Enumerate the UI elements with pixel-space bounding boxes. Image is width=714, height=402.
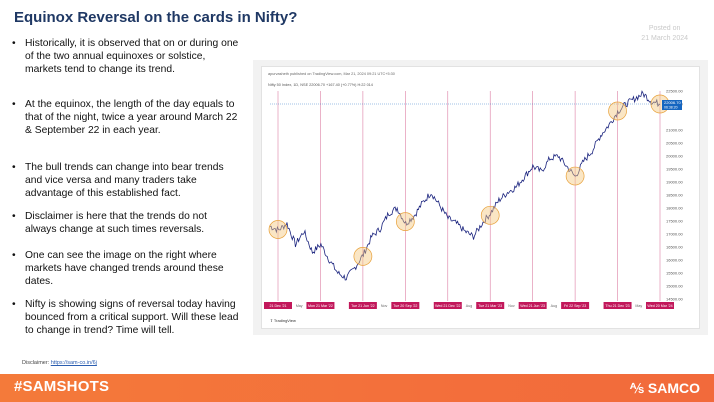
- brand-logo: ⅍ SAMCO: [630, 380, 700, 396]
- y-axis-tick-label: 14500.00: [666, 297, 683, 302]
- bullet-item: • Nifty is showing signs of reversal toda…: [12, 298, 240, 337]
- tradingview-logo-text: TradingView: [273, 318, 296, 323]
- bullet-item: • Historically, it is observed that on or…: [12, 37, 240, 76]
- nifty-chart: 22500.0022000.0021000.0020500.0020000.00…: [264, 89, 683, 309]
- y-axis-tick-label: 18500.00: [666, 193, 683, 198]
- bullet-text: The bull trends can change into bear tre…: [25, 162, 224, 199]
- y-axis-tick-label: 19500.00: [666, 167, 683, 172]
- date-marker-tag: [646, 302, 674, 309]
- tradingview-logo: 𝕋 TradingView: [270, 318, 296, 323]
- y-axis-tick-label: 22500.00: [666, 89, 683, 94]
- bullet-marker: •: [12, 299, 16, 310]
- date-marker-tag: [391, 302, 420, 309]
- date-marker-label: Tue 21 Jun '22: [351, 304, 375, 308]
- y-axis-tick-label: 21000.00: [666, 128, 683, 133]
- date-marker-tag: [348, 302, 377, 309]
- y-axis-tick-label: 19000.00: [666, 180, 683, 185]
- samco-mark-icon: ⅍: [629, 380, 644, 396]
- chart-header: apurvasheth published on TradingView.com…: [268, 72, 395, 76]
- date-marker-label: Wed 21 Dec '22: [435, 304, 460, 308]
- y-axis-tick-label: 15500.00: [666, 271, 683, 276]
- bullet-marker: •: [12, 99, 16, 110]
- y-axis-tick-label: 17000.00: [666, 232, 683, 237]
- reversal-circle: [565, 166, 585, 186]
- chart-panel: apurvasheth published on TradingView.com…: [253, 60, 708, 335]
- x-axis-month-label: Nov: [508, 304, 515, 308]
- reversal-circle: [268, 220, 288, 239]
- y-axis-tick-label: 18000.00: [666, 206, 683, 211]
- bullet-text: One can see the image on the right where…: [25, 250, 224, 287]
- bullet-text: Historically, it is observed that on or …: [25, 38, 239, 75]
- y-axis-tick-label: 16000.00: [666, 258, 683, 263]
- date-marker-label: Wed 20 Mar '24: [647, 304, 672, 308]
- last-price-tag: [662, 100, 682, 110]
- date-marker-label: Mon 21 Mar '22: [308, 304, 333, 308]
- bullet-text: At the equinox, the length of the day eq…: [25, 99, 238, 136]
- chart-symbol: Nifty 50 Index, 1D, NSE 22006.70 +167.40…: [268, 83, 373, 87]
- y-axis-tick-label: 20500.00: [666, 141, 683, 146]
- chart-card: apurvasheth published on TradingView.com…: [261, 66, 700, 329]
- posted-date: Posted on 21 March 2024: [641, 24, 688, 44]
- date-marker-label: Tue 21 Mar '23: [478, 304, 502, 308]
- date-marker-tag: [603, 302, 632, 309]
- bullet-marker: •: [12, 38, 16, 49]
- bullet-marker: •: [12, 211, 16, 222]
- bullet-text: Disclaimer is here that the trends do no…: [25, 211, 208, 235]
- date-marker-tag: [433, 302, 462, 309]
- bullet-marker: •: [12, 162, 16, 173]
- footer-hashtag: #SAMSHOTS: [14, 378, 110, 395]
- date-marker-tag: [306, 302, 335, 309]
- last-price-label: 22006.70: [664, 100, 681, 105]
- reversal-circle: [608, 101, 627, 121]
- nifty-price-line: [270, 90, 661, 281]
- bullet-item: • The bull trends can change into bear tr…: [12, 161, 240, 200]
- bullet-text: Nifty is showing signs of reversal today…: [25, 299, 239, 336]
- date-marker-label: 21 Dec '21: [269, 304, 286, 308]
- page-title: Equinox Reversal on the cards in Nifty?: [14, 9, 298, 26]
- reversal-circle: [395, 212, 415, 231]
- disclaimer: Disclaimer: https://sam-co.in/6j: [22, 360, 97, 366]
- date-marker-tag: [476, 302, 505, 309]
- bullet-item: • Disclaimer is here that the trends do n…: [12, 210, 240, 236]
- last-price-sublabel: 06:38:20: [664, 106, 678, 110]
- posted-date-value: 21 March 2024: [641, 35, 688, 42]
- date-marker-label: Tue 20 Sep '22: [393, 304, 417, 308]
- bullet-item: • One can see the image on the right wher…: [12, 249, 240, 288]
- reversal-circle: [480, 205, 500, 225]
- x-axis-month-label: Aug: [466, 304, 472, 308]
- y-axis-tick-label: 16500.00: [666, 245, 683, 250]
- date-marker-tag: [264, 302, 292, 309]
- date-marker-tag: [561, 302, 590, 309]
- date-marker-label: Fri 22 Sep '23: [564, 304, 586, 308]
- x-axis-month-label: May: [296, 304, 303, 308]
- x-axis-month-label: Aug: [551, 304, 557, 308]
- x-axis-month-label: May: [635, 304, 642, 308]
- date-marker-label: Thu 21 Dec '23: [605, 304, 629, 308]
- y-axis-tick-label: 20000.00: [666, 154, 683, 159]
- footer-bar: #SAMSHOTS ⅍ SAMCO: [0, 374, 714, 402]
- x-axis-month-label: Nov: [381, 304, 388, 308]
- bullet-item: • At the equinox, the length of the day e…: [12, 98, 240, 137]
- brand-name: SAMCO: [647, 380, 700, 396]
- bullet-marker: •: [12, 250, 16, 261]
- y-axis-tick-label: 17500.00: [666, 219, 683, 224]
- date-marker-tag: [518, 302, 547, 309]
- disclaimer-link[interactable]: https://sam-co.in/6j: [50, 360, 97, 366]
- reversal-circle: [353, 247, 373, 266]
- date-marker-label: Wed 21 Jun '23: [520, 304, 545, 308]
- posted-label: Posted on: [648, 25, 681, 32]
- disclaimer-label: Disclaimer:: [22, 360, 50, 366]
- y-axis-tick-label: 15000.00: [666, 284, 683, 289]
